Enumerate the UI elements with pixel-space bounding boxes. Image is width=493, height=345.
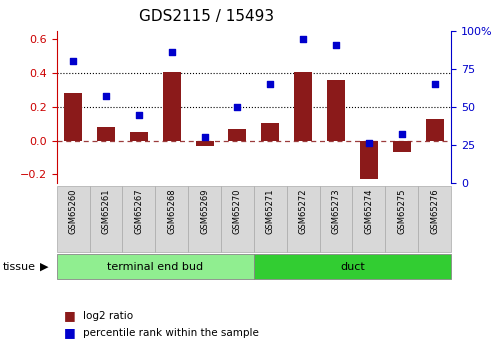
Bar bbox=[360, 141, 378, 179]
Text: GSM65260: GSM65260 bbox=[69, 188, 77, 234]
Bar bbox=[155, 186, 188, 252]
Text: GSM65272: GSM65272 bbox=[299, 188, 308, 234]
Point bbox=[398, 131, 406, 137]
Text: GSM65274: GSM65274 bbox=[364, 188, 373, 234]
Text: GSM65276: GSM65276 bbox=[430, 188, 439, 234]
Bar bbox=[418, 186, 451, 252]
Text: ▶: ▶ bbox=[40, 262, 48, 272]
Text: GSM65267: GSM65267 bbox=[135, 188, 143, 234]
Point bbox=[234, 104, 242, 110]
Bar bbox=[196, 141, 213, 146]
Point bbox=[431, 81, 439, 87]
Point bbox=[102, 93, 110, 99]
Point bbox=[365, 141, 373, 146]
Bar bbox=[425, 119, 444, 141]
Bar bbox=[90, 186, 122, 252]
Point bbox=[299, 36, 307, 41]
Text: GSM65270: GSM65270 bbox=[233, 188, 242, 234]
Bar bbox=[294, 71, 312, 141]
Bar bbox=[327, 80, 345, 141]
Bar bbox=[130, 132, 148, 141]
Text: log2 ratio: log2 ratio bbox=[83, 311, 133, 321]
Text: percentile rank within the sample: percentile rank within the sample bbox=[83, 328, 259, 338]
Bar bbox=[254, 254, 451, 279]
Text: GSM65268: GSM65268 bbox=[167, 188, 176, 234]
Bar bbox=[64, 92, 82, 141]
Bar bbox=[287, 186, 319, 252]
Bar bbox=[393, 141, 411, 152]
Point bbox=[135, 112, 143, 117]
Text: ■: ■ bbox=[64, 326, 76, 339]
Bar bbox=[254, 186, 287, 252]
Text: GSM65271: GSM65271 bbox=[266, 188, 275, 234]
Text: GDS2115 / 15493: GDS2115 / 15493 bbox=[140, 9, 275, 23]
Text: GSM65273: GSM65273 bbox=[332, 188, 341, 234]
Point bbox=[69, 59, 77, 64]
Text: GSM65261: GSM65261 bbox=[102, 188, 110, 234]
Bar bbox=[386, 186, 418, 252]
Text: tissue: tissue bbox=[2, 262, 35, 272]
Bar bbox=[188, 186, 221, 252]
Bar bbox=[228, 129, 246, 141]
Text: duct: duct bbox=[340, 262, 365, 272]
Bar bbox=[57, 254, 254, 279]
Text: ■: ■ bbox=[64, 309, 76, 322]
Bar bbox=[221, 186, 254, 252]
Point bbox=[168, 50, 176, 55]
Point bbox=[201, 135, 209, 140]
Text: GSM65275: GSM65275 bbox=[397, 188, 406, 234]
Bar bbox=[57, 186, 90, 252]
Bar bbox=[261, 123, 280, 141]
Text: GSM65269: GSM65269 bbox=[200, 188, 209, 234]
Bar bbox=[122, 186, 155, 252]
Point bbox=[332, 42, 340, 48]
Bar bbox=[163, 71, 181, 141]
Point bbox=[266, 81, 274, 87]
Text: terminal end bud: terminal end bud bbox=[107, 262, 203, 272]
Bar bbox=[97, 127, 115, 141]
Bar bbox=[319, 186, 352, 252]
Bar bbox=[352, 186, 386, 252]
